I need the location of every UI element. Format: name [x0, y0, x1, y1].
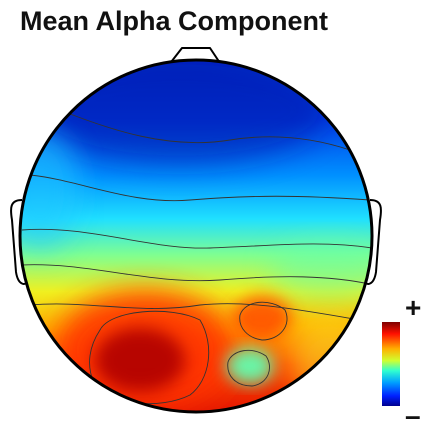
colorbar: [382, 322, 400, 406]
nose: [167, 47, 223, 67]
colorbar-max-label: +: [405, 292, 422, 323]
figure-title: Mean Alpha Component: [20, 6, 328, 36]
colorbar-min-label: –: [405, 400, 421, 431]
head-outline: [18, 58, 374, 414]
scalp-heatmap: [20, 60, 372, 412]
